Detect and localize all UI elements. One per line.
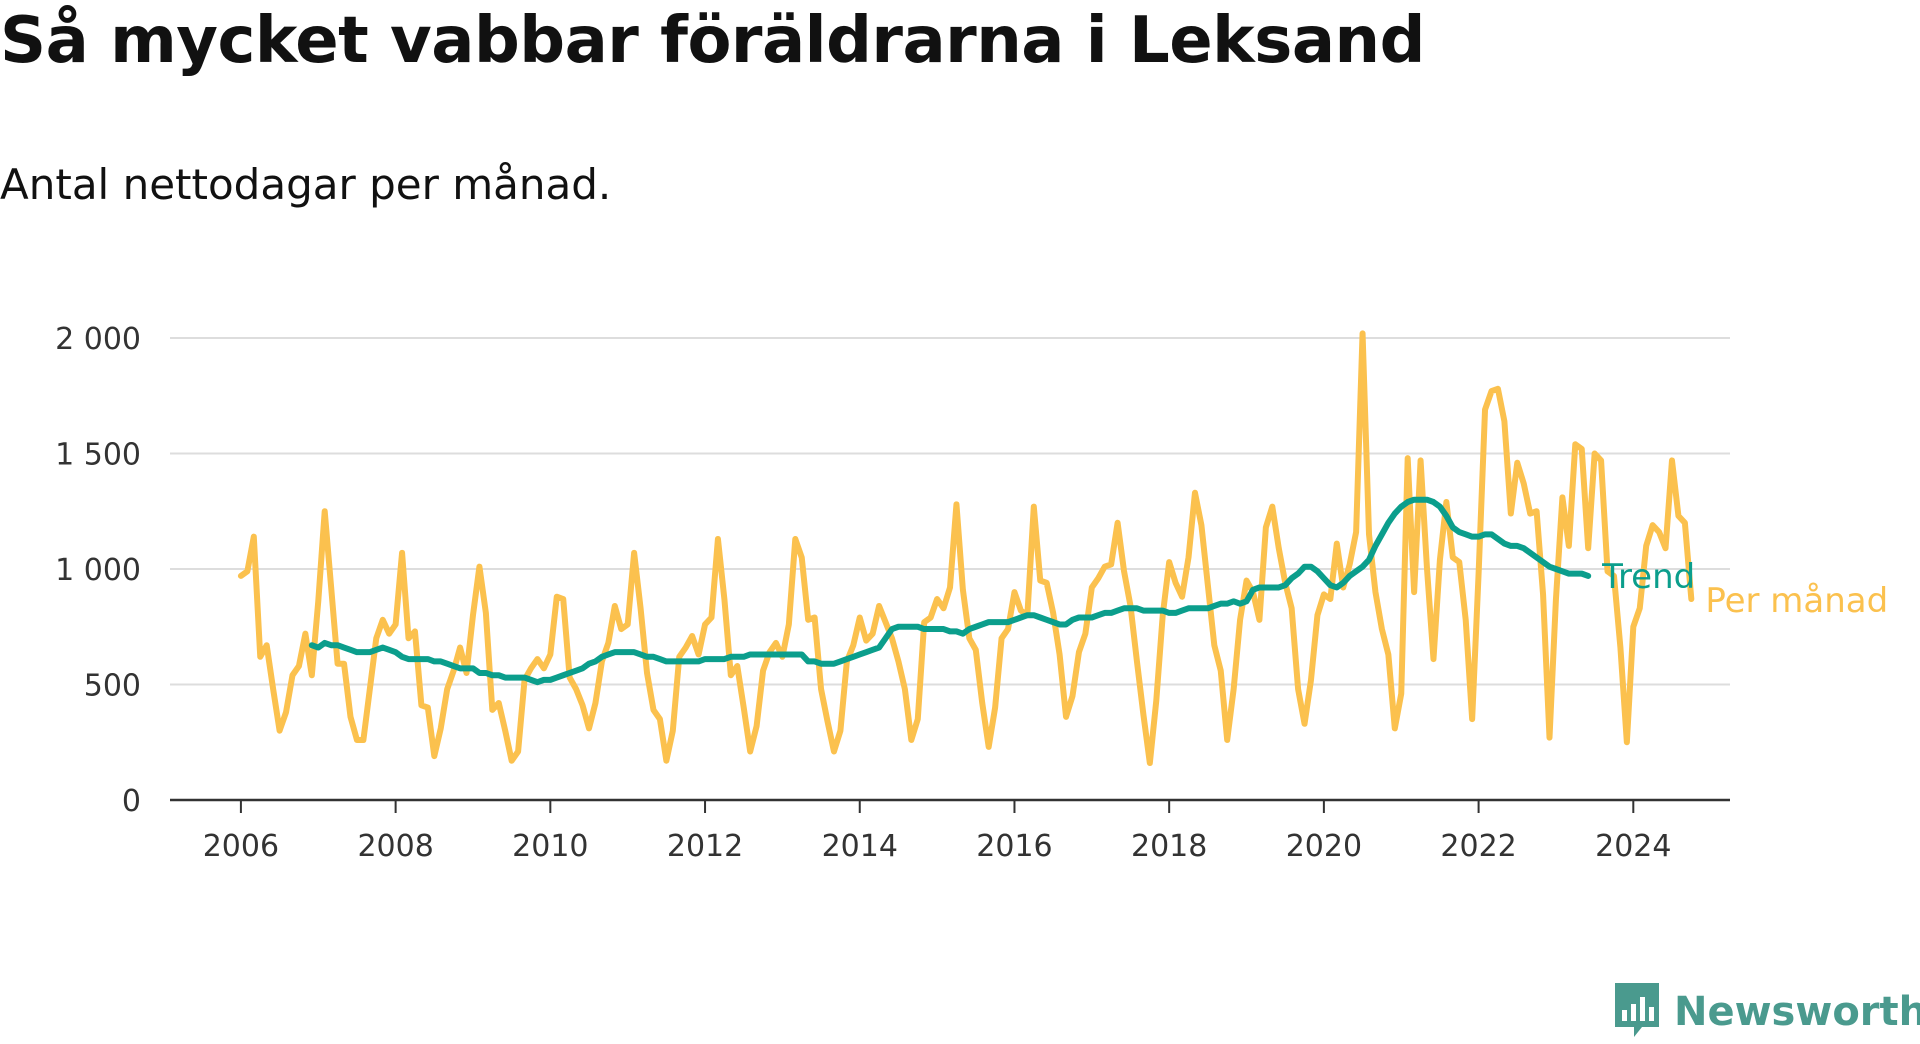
series-label-trend: Trend <box>1601 557 1695 597</box>
x-tick-label: 2010 <box>512 829 588 864</box>
bar-chart-speech-bubble-icon <box>1612 980 1662 1044</box>
x-tick-label: 2018 <box>1131 829 1207 864</box>
series-line-per-m-nad <box>237 330 1695 767</box>
series-line-trend <box>308 496 1592 686</box>
chart-subtitle: Antal nettodagar per månad. <box>0 160 612 209</box>
x-tick-label: 2006 <box>203 829 279 864</box>
series-label-per-m-nad: Per månad <box>1705 581 1888 621</box>
brand-name: Newsworthy <box>1674 989 1920 1035</box>
x-tick-label: 2012 <box>667 829 743 864</box>
x-axis-ticks: 2006 2008 2010 2012 2014 2016 2018 2020 2022 2024 <box>170 798 1730 864</box>
x-tick-label: 2008 <box>357 829 433 864</box>
x-tick-label: 2024 <box>1595 829 1671 864</box>
y-tick-label: 1 000 <box>55 553 141 588</box>
y-tick-label: 1 500 <box>55 438 141 473</box>
x-tick-label: 2022 <box>1440 829 1516 864</box>
y-tick-label: 2 000 <box>55 322 141 357</box>
brand-logo: Newsworthy <box>1612 980 1920 1044</box>
chart-title: Så mycket vabbar föräldrarna i Leksand <box>0 4 1425 78</box>
y-tick-label: 500 <box>84 669 141 704</box>
series <box>237 330 1695 767</box>
x-tick-label: 2014 <box>822 829 898 864</box>
y-tick-label: 0 <box>122 784 141 819</box>
x-tick-label: 2016 <box>976 829 1052 864</box>
x-tick-label: 2020 <box>1286 829 1362 864</box>
y-axis-ticks: 0 500 1 000 1 500 2 000 <box>55 322 141 819</box>
